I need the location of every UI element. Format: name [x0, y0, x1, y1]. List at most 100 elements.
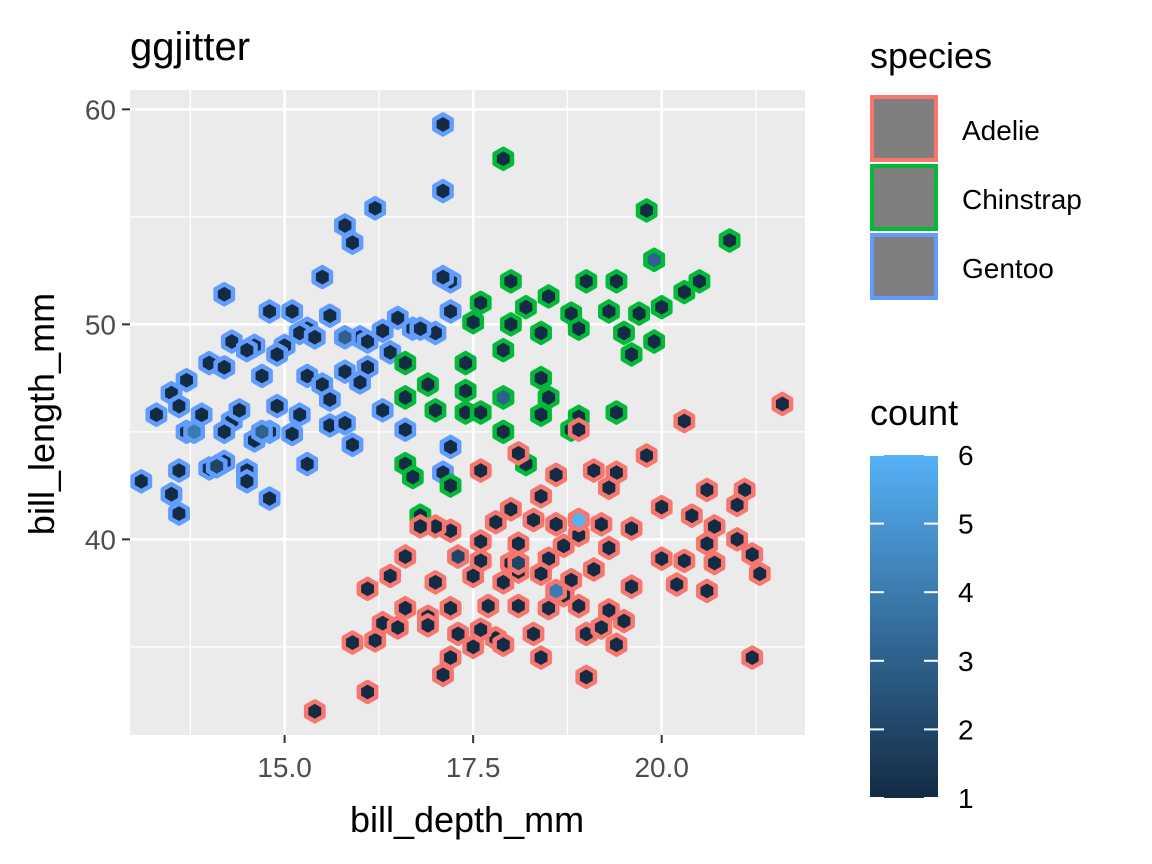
hex-point — [598, 475, 620, 500]
legend-label-gentoo: Gentoo — [962, 253, 1054, 284]
hex-point — [311, 264, 334, 290]
y-tick-label: 60 — [85, 94, 116, 125]
hex-point-count — [205, 454, 228, 479]
hex-point — [673, 408, 696, 434]
legend-key-gentoo — [870, 233, 938, 300]
hex-point — [228, 398, 251, 423]
hex-point — [650, 294, 673, 320]
hex-point — [454, 378, 477, 404]
species-legend-title: species — [870, 35, 992, 76]
hex-point — [386, 615, 409, 640]
hex-point — [492, 337, 515, 363]
count-colorbar — [870, 455, 938, 798]
hex-point — [696, 531, 718, 556]
hex-point — [522, 507, 545, 533]
hex-point — [356, 679, 379, 705]
hex-point — [771, 391, 794, 417]
hex-point — [145, 402, 168, 427]
y-axis-title: bill_length_mm — [21, 293, 62, 535]
hex-point-count — [251, 419, 273, 445]
hex-point — [432, 112, 454, 137]
hex-point — [130, 469, 153, 494]
hex-point — [650, 494, 673, 520]
hex-point — [605, 400, 628, 425]
hex-point — [258, 299, 281, 324]
hex-point — [416, 372, 439, 397]
hex-point — [251, 363, 273, 389]
hex-point — [598, 535, 620, 561]
hex-point — [371, 318, 394, 344]
hex-point — [401, 464, 424, 490]
hex-point — [673, 548, 696, 574]
hex-point — [741, 542, 764, 567]
hex-point — [175, 368, 198, 393]
hex-point — [371, 398, 394, 423]
hex-point — [394, 544, 417, 569]
hex-point — [462, 563, 485, 589]
hex-point — [582, 557, 605, 582]
hex-point-count — [447, 544, 469, 569]
hex-point — [439, 434, 462, 460]
hex-point — [168, 393, 190, 419]
hex-point — [296, 451, 319, 477]
hex-point — [469, 458, 492, 483]
series-chinstrap — [394, 146, 741, 528]
hex-point — [484, 509, 507, 535]
hex-point — [432, 264, 454, 290]
hex-point — [499, 312, 522, 337]
hex-point — [477, 593, 500, 619]
hex-point — [364, 196, 387, 221]
hex-point — [341, 630, 364, 655]
hex-point — [394, 385, 417, 410]
colorbar-tick-label: 5 — [958, 509, 974, 540]
hex-point — [567, 417, 590, 442]
hex-point-count — [183, 419, 206, 445]
hex-point — [288, 402, 311, 427]
hex-point — [364, 628, 387, 653]
hex-point — [530, 320, 552, 346]
hex-point — [334, 411, 356, 436]
hex-point — [515, 294, 537, 320]
hex-point-count — [643, 247, 666, 273]
hex-point-count — [334, 325, 356, 350]
hex-point — [703, 514, 726, 539]
hex-point — [394, 417, 417, 442]
hex-point — [432, 178, 454, 204]
hex-point — [235, 337, 258, 363]
hex-point — [356, 576, 379, 602]
hex-point — [748, 561, 771, 586]
colorbar-tick-label: 1 — [958, 783, 974, 814]
hex-point — [266, 393, 288, 419]
hex-point-count — [507, 550, 530, 576]
hex-point — [741, 645, 764, 670]
hex-point — [303, 325, 326, 350]
hex-point — [318, 303, 341, 328]
hex-point — [575, 664, 598, 690]
hex-point — [605, 269, 628, 294]
hex-point-count — [567, 507, 590, 533]
hex-point — [341, 432, 364, 457]
hex-point — [726, 527, 749, 552]
y-tick-label: 40 — [85, 524, 116, 555]
hex-point — [168, 501, 190, 526]
hex-point — [469, 529, 492, 554]
count-legend: 1 2 3 4 5 6 — [870, 440, 974, 814]
hex-point — [635, 443, 658, 468]
hex-point — [696, 578, 718, 604]
hex-point — [213, 419, 236, 445]
hex-point — [469, 290, 492, 316]
x-tick-label: 15.0 — [257, 752, 312, 783]
hex-point — [462, 634, 485, 660]
hex-point — [394, 350, 417, 376]
x-tick-label: 17.5 — [446, 752, 501, 783]
hex-point — [409, 514, 432, 539]
hex-point — [416, 613, 439, 638]
count-legend-title: count — [870, 392, 958, 433]
hex-point — [469, 617, 492, 642]
hex-point — [424, 398, 447, 423]
hex-point — [703, 550, 726, 576]
hex-point — [628, 301, 650, 326]
hex-point — [499, 497, 522, 522]
hex-point — [620, 516, 643, 541]
hex-point-count — [492, 385, 515, 410]
